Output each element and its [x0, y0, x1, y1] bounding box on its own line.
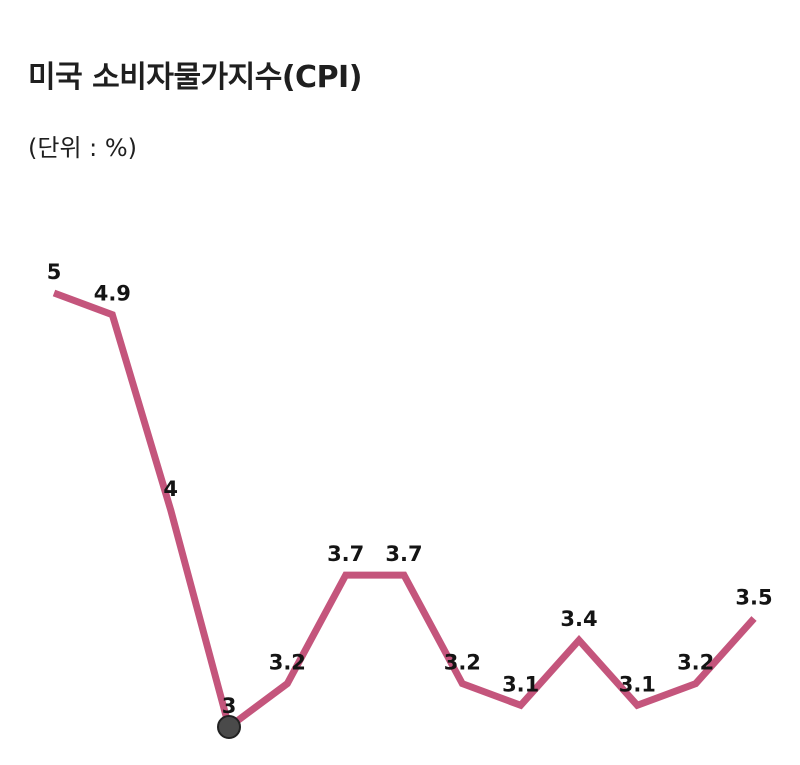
data-label: 4.9 [94, 282, 131, 306]
data-label: 3.2 [444, 651, 481, 675]
series-line [52, 289, 757, 733]
data-label: 3.1 [502, 672, 539, 696]
data-label: 3.5 [735, 586, 772, 610]
data-labels: 5 4.9 4 3 3.2 3.7 3.7 3.2 3.1 3.4 3.1 3.2 3.5 [47, 260, 773, 718]
highlight-point-marker [217, 715, 241, 739]
data-label: 5 [47, 260, 62, 284]
data-label: 3.2 [677, 651, 714, 675]
data-label: 3.7 [385, 542, 422, 566]
data-label: 3.4 [560, 607, 597, 631]
markers [217, 715, 241, 739]
data-label: 3.1 [619, 672, 656, 696]
data-label: 3.7 [327, 542, 364, 566]
data-label: 3.2 [269, 651, 306, 675]
data-label: 3 [222, 694, 237, 718]
chart-unit: (단위 : %) [28, 134, 138, 162]
data-label: 4 [163, 477, 178, 501]
chart-title: 미국 소비자물가지수(CPI) [28, 60, 362, 95]
